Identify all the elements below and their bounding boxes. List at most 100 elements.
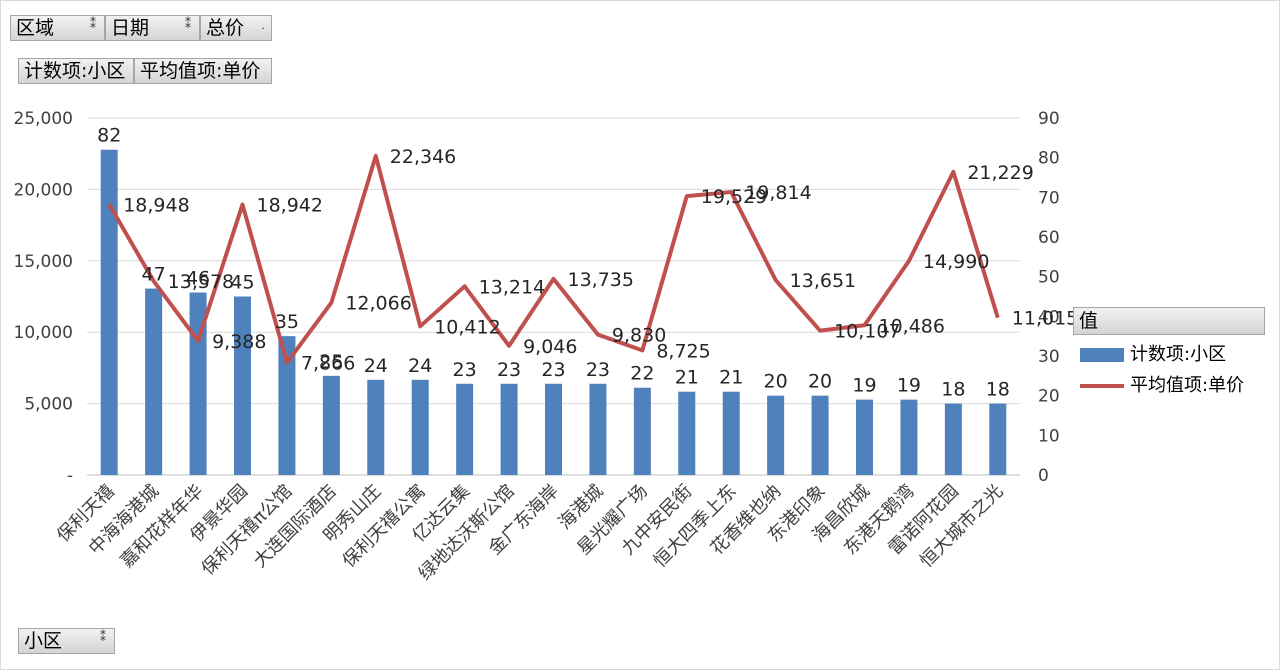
line-data-label: 8,725: [656, 340, 710, 362]
bar: [989, 403, 1007, 475]
left-axis-tick-label: 20,000: [14, 180, 73, 200]
values-field-count-button[interactable]: 计数项:小区: [18, 58, 134, 84]
bar-data-label: 19: [852, 375, 876, 397]
line-data-label: 7,866: [301, 353, 355, 375]
bar: [367, 379, 385, 475]
line-data-label: 13,651: [790, 270, 856, 292]
legend-swatch-bar: [1080, 348, 1124, 362]
bar: [278, 336, 296, 475]
bar-data-label: 18: [986, 379, 1010, 401]
bar: [767, 395, 785, 475]
line-data-label: 9,046: [523, 336, 577, 358]
line-data-label: 13,214: [479, 276, 545, 298]
filter-region-button[interactable]: 区域 ⁑: [10, 15, 105, 41]
bar-data-label: 23: [586, 359, 610, 381]
filter-date-label: 日期: [111, 17, 150, 39]
bar: [722, 391, 740, 475]
legend-avg-label: 平均值项:单价: [1130, 375, 1245, 396]
bar: [589, 383, 607, 475]
bar: [856, 399, 873, 475]
line-data-label: 18,948: [123, 194, 189, 216]
bar: [234, 296, 251, 475]
right-axis-tick-label: 10: [1038, 426, 1060, 446]
left-axis-tick-label: 25,000: [14, 109, 73, 129]
line-data-label: 13,578: [168, 271, 234, 293]
filter-region-label: 区域: [16, 17, 55, 39]
legend-title[interactable]: 值: [1073, 307, 1265, 335]
legend-swatch-line: [1080, 384, 1124, 388]
bar: [500, 383, 518, 475]
bar-data-label: 35: [275, 311, 299, 333]
bar: [900, 399, 918, 475]
right-axis-tick-label: 0: [1038, 466, 1049, 486]
values-field-avg-label: 平均值项:单价: [140, 60, 261, 82]
line-data-label: 12,066: [345, 293, 411, 315]
bar-data-label: 19: [897, 375, 921, 397]
bar-data-label: 46: [186, 268, 210, 290]
axis-field-button[interactable]: 小区 ⁑: [18, 628, 115, 654]
line-data-label: 10,107: [834, 321, 900, 343]
left-axis-tick-label: 15,000: [14, 252, 73, 272]
bar-data-label: 23: [541, 359, 565, 381]
filter-total-price-button[interactable]: 总价 ·: [200, 15, 272, 41]
bar: [678, 391, 696, 475]
line-data-label: 19,529: [701, 186, 767, 208]
bar-data-label: 23: [497, 359, 521, 381]
bar: [545, 383, 562, 475]
bar: [100, 149, 118, 475]
bar-data-label: 23: [453, 359, 477, 381]
line-data-label: 9,830: [612, 325, 666, 347]
line-data-label: 14,990: [923, 251, 989, 273]
filter-date-button[interactable]: 日期 ⁑: [105, 15, 200, 41]
line-data-label: 21,229: [967, 162, 1033, 184]
legend-count-label: 计数项:小区: [1130, 344, 1227, 365]
legend-title-text: 值: [1079, 310, 1099, 332]
bar-data-label: 21: [719, 367, 743, 389]
bar: [411, 379, 429, 475]
line-data-label: 19,814: [745, 182, 811, 204]
legend-item-count: 计数项:小区: [1080, 343, 1226, 367]
values-field-avg-button[interactable]: 平均值项:单价: [134, 58, 272, 84]
right-axis-tick-label: 60: [1038, 228, 1060, 248]
bar-data-label: 18: [941, 379, 965, 401]
line-data-label: 22,346: [390, 146, 456, 168]
line-data-label: 18,942: [257, 195, 323, 217]
filter-icon: ⁑: [100, 630, 106, 644]
filter-icon: ⁑: [185, 17, 191, 31]
bar-data-label: 24: [408, 355, 432, 377]
bar-data-label: 25: [319, 351, 343, 373]
bar: [456, 383, 474, 475]
line-data-label: 13,735: [568, 269, 634, 291]
values-field-count-label: 计数项:小区: [24, 60, 126, 82]
left-axis-tick-label: 5,000: [24, 395, 73, 415]
filter-icon: ⁑: [90, 17, 96, 31]
right-axis-tick-label: 30: [1038, 347, 1060, 367]
line-data-label: 10,412: [434, 316, 500, 338]
bar-data-label: 21: [675, 367, 699, 389]
right-axis-tick-label: 50: [1038, 268, 1060, 288]
bar-data-label: 22: [630, 363, 654, 385]
bar-data-label: 20: [808, 371, 832, 393]
right-axis-tick-label: 70: [1038, 188, 1060, 208]
bar: [811, 395, 829, 475]
bar-data-label: 24: [364, 355, 388, 377]
legend-item-avg: 平均值项:单价: [1080, 374, 1244, 398]
bar: [145, 288, 163, 475]
bar: [944, 403, 962, 475]
filter-total-price-label: 总价: [206, 17, 245, 39]
right-axis-tick-label: 90: [1038, 109, 1060, 129]
dropdown-icon: ·: [261, 22, 266, 35]
right-axis-tick-label: 20: [1038, 387, 1060, 407]
left-axis-tick-label: -: [67, 466, 73, 486]
line-data-label: 9,388: [212, 331, 266, 353]
line-data-label: 11,015: [1012, 308, 1078, 330]
axis-field-label: 小区: [24, 630, 63, 652]
bar-data-label: 82: [97, 125, 121, 147]
left-axis-tick-label: 10,000: [14, 323, 73, 343]
line-data-label: 10,486: [879, 315, 945, 337]
bar-data-label: 47: [142, 264, 166, 286]
bar: [322, 375, 340, 475]
bar-data-label: 45: [230, 272, 254, 294]
right-axis-tick-label: 40: [1038, 307, 1060, 327]
